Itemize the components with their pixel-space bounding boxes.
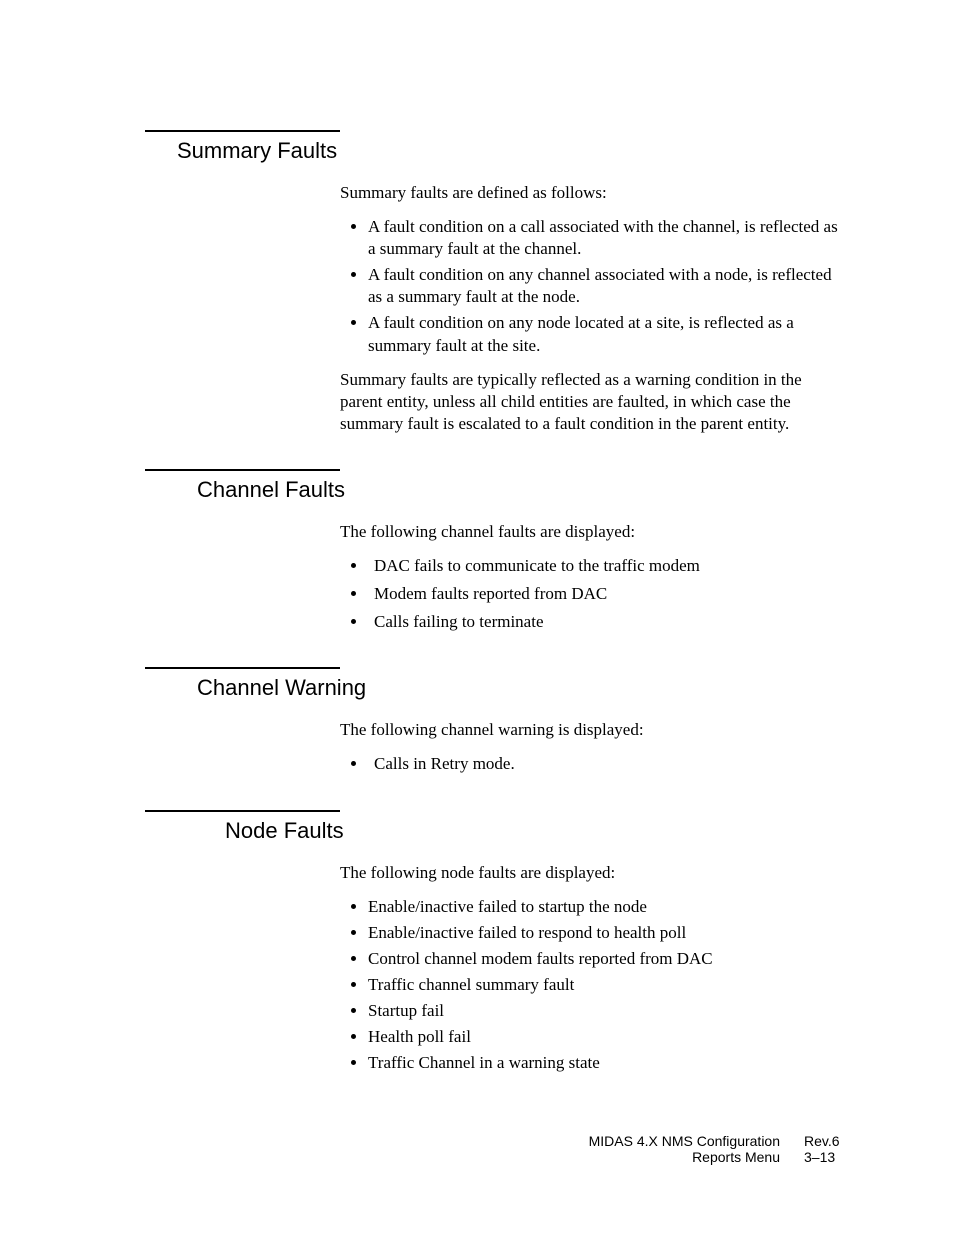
bullet-item: Calls failing to terminate <box>368 611 844 633</box>
section-body: Summary faults are defined as follows: A … <box>340 182 844 435</box>
section-body: The following node faults are displayed:… <box>340 862 844 1075</box>
bullet-item: Traffic channel summary fault <box>368 974 844 996</box>
section-heading: Node Faults <box>145 818 844 844</box>
bullet-list: Calls in Retry mode. <box>340 753 844 775</box>
section: Summary Faults Summary faults are defined… <box>145 130 844 435</box>
bullet-item: DAC fails to communicate to the traffic … <box>368 555 844 577</box>
footer-page-number: 3–13 <box>804 1149 844 1165</box>
section-intro: The following channel warning is display… <box>340 719 844 741</box>
section-rule <box>145 130 340 132</box>
bullet-item: A fault condition on a call associated w… <box>368 216 844 260</box>
bullet-item: Control channel modem faults reported fr… <box>368 948 844 970</box>
bullet-item: Modem faults reported from DAC <box>368 583 844 605</box>
page-footer: MIDAS 4.X NMS Configuration Rev.6 Report… <box>589 1133 844 1165</box>
footer-row-1: MIDAS 4.X NMS Configuration Rev.6 <box>589 1133 844 1149</box>
bullet-item: A fault condition on any channel associa… <box>368 264 844 308</box>
footer-section-title: Reports Menu <box>692 1149 780 1165</box>
bullet-list: DAC fails to communicate to the traffic … <box>340 555 844 633</box>
bullet-item: Calls in Retry mode. <box>368 753 844 775</box>
section-outro: Summary faults are typically reflected a… <box>340 369 844 435</box>
document-page: Summary Faults Summary faults are defined… <box>0 0 954 1235</box>
section-body: The following channel warning is display… <box>340 719 844 775</box>
section-body: The following channel faults are display… <box>340 521 844 633</box>
section-intro: Summary faults are defined as follows: <box>340 182 844 204</box>
section-intro: The following node faults are displayed: <box>340 862 844 884</box>
bullet-item: Enable/inactive failed to startup the no… <box>368 896 844 918</box>
footer-revision: Rev.6 <box>804 1133 844 1149</box>
bullet-item: Startup fail <box>368 1000 844 1022</box>
section-heading: Summary Faults <box>145 138 844 164</box>
footer-row-2: Reports Menu 3–13 <box>589 1149 844 1165</box>
bullet-item: Traffic Channel in a warning state <box>368 1052 844 1074</box>
section-intro: The following channel faults are display… <box>340 521 844 543</box>
bullet-list: Enable/inactive failed to startup the no… <box>340 896 844 1075</box>
bullet-item: Health poll fail <box>368 1026 844 1048</box>
bullet-list: A fault condition on a call associated w… <box>340 216 844 357</box>
section-heading: Channel Warning <box>145 675 844 701</box>
bullet-item: Enable/inactive failed to respond to hea… <box>368 922 844 944</box>
section-heading: Channel Faults <box>145 477 844 503</box>
section-rule <box>145 667 340 669</box>
sections-container: Summary Faults Summary faults are defined… <box>145 130 844 1074</box>
section: Channel Warning The following channel war… <box>145 667 844 775</box>
section: Channel Faults The following channel faul… <box>145 469 844 633</box>
footer-doc-title: MIDAS 4.X NMS Configuration <box>589 1133 780 1149</box>
section-rule <box>145 810 340 812</box>
section: Node Faults The following node faults are… <box>145 810 844 1075</box>
section-rule <box>145 469 340 471</box>
bullet-item: A fault condition on any node located at… <box>368 312 844 356</box>
